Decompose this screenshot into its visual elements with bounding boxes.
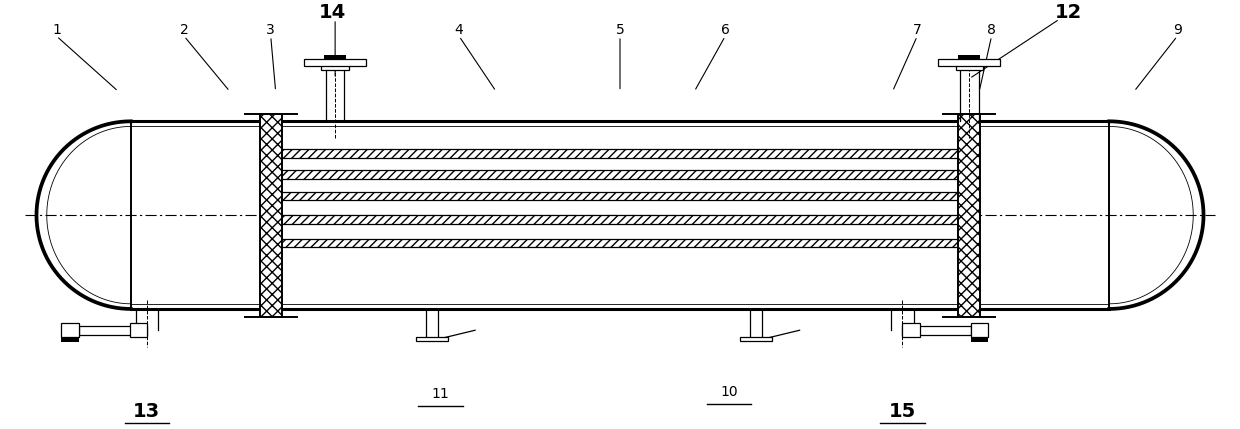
Bar — [740, 338, 773, 341]
Bar — [281, 170, 959, 179]
Text: 8: 8 — [987, 23, 996, 36]
Bar — [281, 215, 959, 224]
Text: 12: 12 — [1055, 3, 1083, 22]
Text: 7: 7 — [913, 23, 921, 36]
Bar — [62, 338, 78, 342]
Text: 11: 11 — [432, 387, 449, 401]
Bar — [281, 239, 959, 247]
Bar — [971, 323, 988, 338]
Bar — [324, 54, 346, 59]
Bar — [304, 59, 366, 66]
Bar — [971, 338, 988, 342]
Text: 6: 6 — [720, 23, 729, 36]
Text: 9: 9 — [1173, 23, 1182, 36]
Bar — [281, 192, 959, 200]
Bar — [129, 323, 146, 338]
Text: 10: 10 — [720, 385, 738, 399]
Text: 14: 14 — [319, 3, 346, 22]
Bar — [903, 326, 971, 335]
Text: 15: 15 — [889, 402, 916, 421]
Text: 2: 2 — [180, 23, 188, 36]
Bar — [959, 114, 981, 317]
Text: 1: 1 — [52, 23, 61, 36]
Bar — [959, 54, 981, 59]
Text: 13: 13 — [133, 402, 160, 421]
Bar — [281, 149, 959, 157]
Bar — [321, 65, 348, 70]
Text: 5: 5 — [615, 23, 625, 36]
Bar — [939, 59, 1001, 66]
Bar — [903, 323, 920, 338]
Text: 4: 4 — [455, 23, 464, 36]
Bar — [259, 114, 281, 317]
Bar — [78, 326, 146, 335]
Bar — [956, 65, 983, 70]
Text: 3: 3 — [267, 23, 275, 36]
Bar — [62, 323, 78, 338]
Bar — [415, 338, 448, 341]
